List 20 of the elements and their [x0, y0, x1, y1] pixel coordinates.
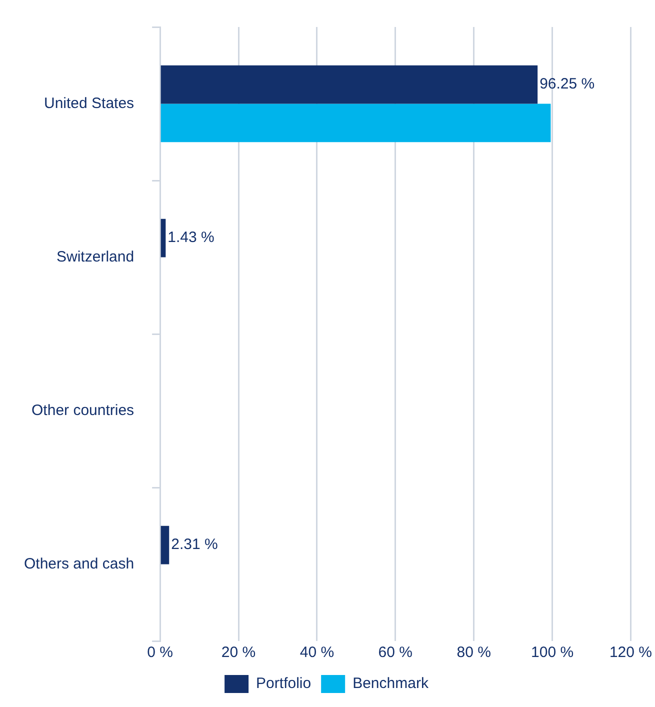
y-tick-label: United States — [44, 94, 134, 112]
legend-label: Benchmark — [352, 675, 429, 692]
bar — [160, 526, 170, 564]
bar — [160, 218, 166, 258]
x-tick-label: 60 % — [378, 644, 412, 662]
x-tick-label: 20 % — [221, 644, 256, 662]
x-tick-label: 0 % — [147, 644, 173, 662]
x-tick-label: 100 % — [531, 644, 574, 662]
x-tick-label: 120 % — [609, 644, 652, 662]
bar — [160, 104, 551, 142]
data-label: 2.31 % — [171, 536, 218, 554]
x-tick-label: 80 % — [456, 644, 491, 662]
x-tick-label: 40 % — [300, 644, 334, 662]
bar — [160, 65, 538, 104]
legend-label: Portfolio — [256, 675, 312, 692]
y-tick-label: Others and cash — [24, 555, 134, 572]
data-label: 1.43 % — [168, 229, 214, 246]
y-tick-label: Other countries — [32, 402, 134, 419]
data-label: 96.25 % — [540, 76, 595, 93]
y-tick-label: Switzerland — [56, 248, 134, 266]
